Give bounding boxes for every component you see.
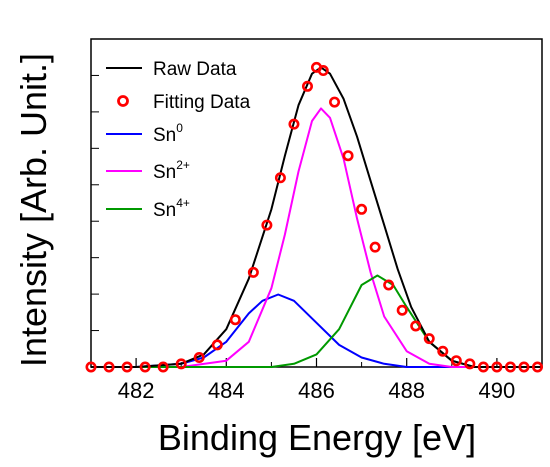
fitting-data-point: [274, 172, 286, 184]
fitting-data-point: [531, 361, 543, 373]
fitting-data-point: [193, 352, 205, 364]
series-line-sn0: [91, 293, 542, 368]
fitting-data-point: [491, 361, 503, 373]
fitting-data-point: [261, 219, 273, 231]
fitting-data-point: [383, 279, 395, 291]
fitting-data-point: [410, 320, 422, 332]
x-tick-label: 486: [298, 378, 335, 403]
fitting-data-point: [504, 361, 516, 373]
x-tick-label: 482: [118, 378, 155, 403]
fitting-data-point: [288, 118, 300, 130]
fitting-data-point: [356, 203, 368, 215]
legend-label-sn4: Sn4+: [153, 196, 190, 221]
fitting-data-point: [175, 358, 187, 370]
fitting-data-point: [464, 358, 476, 370]
fitting-data-point: [317, 65, 329, 77]
x-tick-label: 490: [479, 378, 516, 403]
fitting-data-point: [396, 304, 408, 316]
fitting-data-point: [301, 80, 313, 92]
fitting-data-point: [85, 361, 97, 373]
fitting-data-point: [211, 339, 223, 351]
x-axis-title: Binding Energy [eV]: [158, 417, 476, 458]
legend-swatch-fit: [117, 95, 129, 107]
fitting-data-point: [423, 333, 435, 345]
fitting-data-point: [342, 150, 354, 162]
series-line-sn2: [91, 107, 542, 368]
y-axis-title: Intensity [Arb. Unit.]: [13, 53, 54, 367]
fitting-data-point: [121, 361, 133, 373]
fitting-data-point: [450, 355, 462, 367]
fitting-data-point: [477, 361, 489, 373]
x-tick-label: 484: [208, 378, 245, 403]
fitting-data-point: [247, 266, 259, 278]
y-ticks: [91, 74, 99, 332]
x-tick-label: 488: [388, 378, 425, 403]
legend-label-sn0: Sn0: [153, 121, 183, 146]
legend: Raw Data Fitting Data Sn0 Sn2+ Sn4+: [106, 59, 251, 221]
fitting-data-point: [369, 241, 381, 253]
series-line-sn4: [91, 274, 542, 368]
series-layer: [85, 61, 543, 373]
series-line-raw: [91, 66, 542, 368]
legend-label-fit: Fitting Data: [153, 92, 251, 113]
fitting-data-point: [229, 314, 241, 326]
fitting-data-point: [437, 345, 449, 357]
fitting-data-point: [139, 361, 151, 373]
x-ticks: 482 484 486 488 490: [118, 358, 516, 403]
fitting-data-point: [329, 96, 341, 108]
legend-label-sn2: Sn2+: [153, 158, 190, 183]
fitting-data-point: [103, 361, 115, 373]
fitting-data-point: [518, 361, 530, 373]
legend-label-raw: Raw Data: [153, 59, 237, 80]
fitting-data-point: [157, 361, 169, 373]
